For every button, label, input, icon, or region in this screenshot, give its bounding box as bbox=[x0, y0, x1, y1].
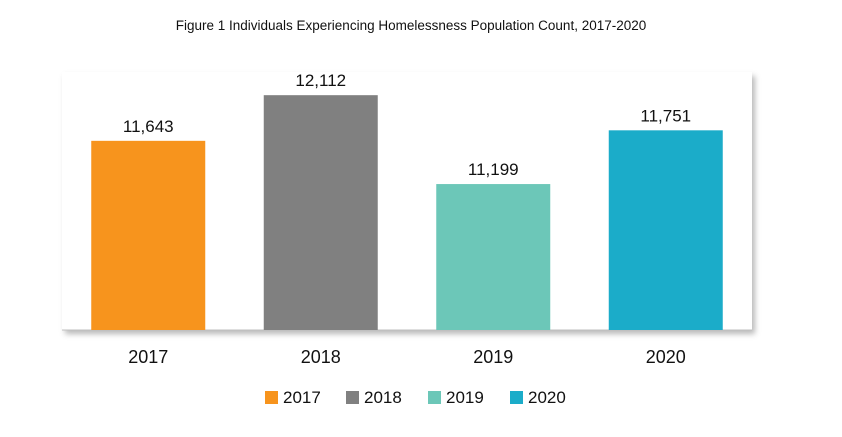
data-label-2019: 11,199 bbox=[468, 160, 519, 179]
legend-item-2019: 2019 bbox=[428, 388, 484, 407]
legend-swatch-2020 bbox=[510, 391, 523, 404]
legend-item-2018: 2018 bbox=[346, 388, 402, 407]
chart-title: Figure 1 Individuals Experiencing Homele… bbox=[176, 18, 647, 33]
bar-2019 bbox=[436, 184, 551, 330]
legend-label-2017: 2017 bbox=[283, 388, 321, 407]
legend-label-2018: 2018 bbox=[364, 388, 402, 407]
x-tick-labels: 2017 2018 2019 2020 bbox=[128, 347, 686, 367]
data-label-2018: 12,112 bbox=[295, 71, 346, 90]
data-label-2017: 11,643 bbox=[123, 117, 174, 136]
legend-label-2020: 2020 bbox=[528, 388, 566, 407]
legend-swatch-2018 bbox=[346, 391, 359, 404]
legend-item-2017: 2017 bbox=[265, 388, 321, 407]
legend-swatch-2017 bbox=[265, 391, 278, 404]
x-tick-label-2017: 2017 bbox=[128, 347, 168, 367]
x-tick-label-2020: 2020 bbox=[646, 347, 686, 367]
data-label-2020: 11,751 bbox=[640, 106, 691, 125]
bar-2020 bbox=[608, 130, 723, 330]
bar-2017 bbox=[91, 140, 206, 330]
legend-swatch-2019 bbox=[428, 391, 441, 404]
x-tick-label-2019: 2019 bbox=[473, 347, 513, 367]
legend-item-2020: 2020 bbox=[510, 388, 566, 407]
x-tick-label-2018: 2018 bbox=[301, 347, 341, 367]
legend: 2017 2018 2019 2020 bbox=[265, 388, 566, 407]
bars bbox=[91, 95, 723, 330]
data-labels: 11,643 12,112 11,199 11,751 bbox=[123, 71, 691, 179]
legend-label-2019: 2019 bbox=[446, 388, 484, 407]
bar-2018 bbox=[263, 95, 378, 330]
